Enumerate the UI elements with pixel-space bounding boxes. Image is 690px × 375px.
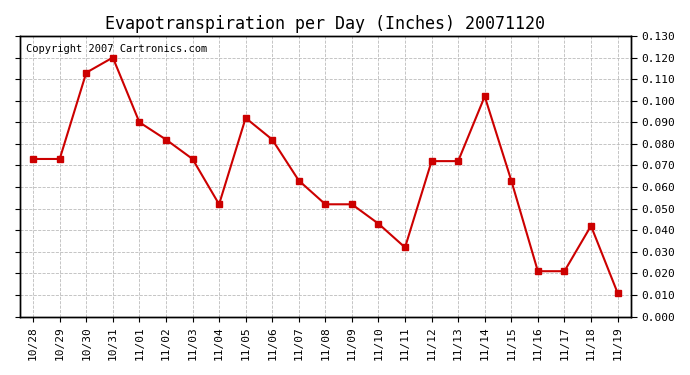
Text: Copyright 2007 Cartronics.com: Copyright 2007 Cartronics.com xyxy=(26,44,207,54)
Title: Evapotranspiration per Day (Inches) 20071120: Evapotranspiration per Day (Inches) 2007… xyxy=(106,15,545,33)
